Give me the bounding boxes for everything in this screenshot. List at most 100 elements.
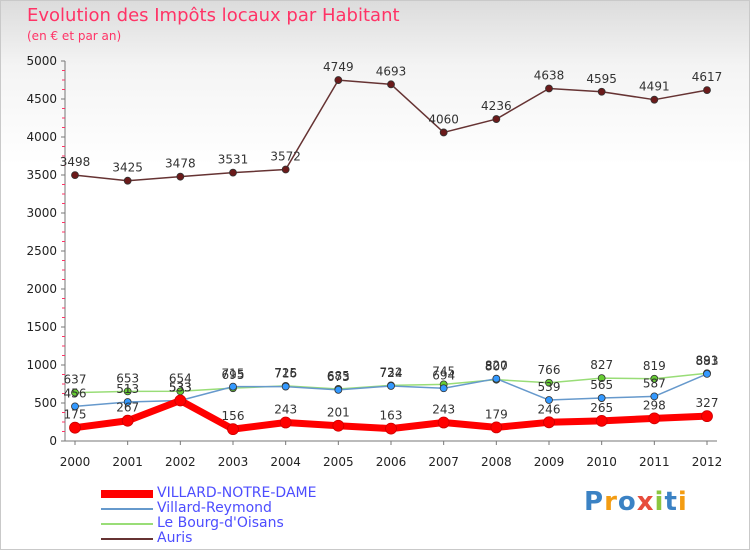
data-label: 673 xyxy=(327,370,350,384)
data-point xyxy=(703,86,711,95)
data-label: 807 xyxy=(485,360,508,374)
data-point xyxy=(123,398,132,406)
data-label: 587 xyxy=(643,376,666,390)
data-point xyxy=(703,369,711,378)
data-label: 539 xyxy=(538,380,561,394)
x-tick-label: 2003 xyxy=(218,455,249,469)
data-point xyxy=(123,387,132,396)
data-label: 175 xyxy=(64,408,87,422)
data-label: 156 xyxy=(222,409,245,423)
data-label: 4693 xyxy=(376,64,407,78)
x-tick-label: 2005 xyxy=(323,455,354,469)
data-label: 243 xyxy=(432,403,455,417)
data-point xyxy=(334,385,343,394)
data-point xyxy=(121,414,134,427)
data-point xyxy=(334,76,343,84)
data-point xyxy=(545,396,553,404)
data-point xyxy=(385,422,397,435)
data-point xyxy=(387,382,395,390)
y-tick-label: 5000 xyxy=(26,54,57,68)
data-label: 565 xyxy=(590,378,613,392)
data-point xyxy=(439,128,448,137)
logo-letter: i xyxy=(654,487,665,517)
y-tick-label: 500 xyxy=(34,396,57,410)
legend-swatch xyxy=(101,508,153,510)
data-label: 179 xyxy=(485,407,508,421)
data-label: 724 xyxy=(380,366,403,380)
logo-letter: x xyxy=(636,487,655,517)
x-tick-label: 2004 xyxy=(270,455,301,469)
data-point xyxy=(650,392,659,401)
legend-swatch xyxy=(101,523,153,525)
data-label: 3531 xyxy=(218,153,249,167)
data-label: 4638 xyxy=(534,69,565,83)
x-tick-label: 2006 xyxy=(376,455,407,469)
y-tick-label: 1500 xyxy=(26,320,57,334)
data-point xyxy=(543,416,555,429)
data-label: 4236 xyxy=(481,99,512,113)
data-label: 695 xyxy=(222,368,245,382)
chart-title: Evolution des Impôts locaux par Habitant xyxy=(27,5,400,26)
data-point xyxy=(597,394,606,402)
data-point xyxy=(71,388,79,397)
x-tick-label: 2007 xyxy=(428,455,459,469)
y-tick-label: 4000 xyxy=(26,130,57,144)
data-label: 827 xyxy=(590,358,613,372)
data-label: 327 xyxy=(696,396,719,410)
data-label: 725 xyxy=(274,366,297,380)
data-point xyxy=(437,416,450,429)
data-label: 654 xyxy=(169,371,192,385)
data-point xyxy=(387,80,395,89)
data-label: 716 xyxy=(274,367,297,381)
data-label: 163 xyxy=(380,409,403,423)
data-label: 4749 xyxy=(323,60,354,74)
legend-item: Le Bourg-d'Oisans xyxy=(101,515,421,532)
data-label: 819 xyxy=(643,359,666,373)
data-point xyxy=(595,414,608,427)
x-tick-label: 2008 xyxy=(481,455,512,469)
data-point xyxy=(71,402,79,411)
data-label: 456 xyxy=(64,386,87,400)
legend-swatch xyxy=(101,538,153,540)
data-point xyxy=(701,410,713,423)
legend-item: VILLARD-NOTRE-DAME xyxy=(101,485,421,502)
proxiti-logo: Proxiti xyxy=(584,487,688,517)
data-point xyxy=(229,168,237,177)
legend-item: Auris xyxy=(101,530,421,547)
y-tick-label: 3500 xyxy=(26,168,57,182)
data-point xyxy=(281,382,290,391)
data-label: 732 xyxy=(380,365,403,379)
data-point xyxy=(174,394,187,407)
data-label: 243 xyxy=(274,403,297,417)
x-tick-label: 2001 xyxy=(112,455,143,469)
data-label: 891 xyxy=(696,353,719,367)
data-point xyxy=(281,165,290,174)
logo-letter: o xyxy=(617,487,637,517)
data-point xyxy=(123,176,132,185)
data-label: 653 xyxy=(116,371,139,385)
chart-subtitle: (en € et par an) xyxy=(27,29,122,43)
data-label: 265 xyxy=(590,401,613,415)
data-point xyxy=(492,115,501,123)
data-label: 4595 xyxy=(586,72,617,86)
data-label: 3478 xyxy=(165,157,196,171)
data-label: 745 xyxy=(432,364,455,378)
legend-label: Villard-Reymond xyxy=(157,500,272,516)
x-tick-label: 2012 xyxy=(692,455,723,469)
data-label: 4060 xyxy=(428,112,459,126)
x-tick-label: 2002 xyxy=(165,455,196,469)
data-label: 685 xyxy=(327,369,350,383)
legend-swatch xyxy=(101,490,153,498)
data-label: 694 xyxy=(432,368,455,382)
data-point xyxy=(492,374,501,383)
data-label: 4491 xyxy=(639,80,670,94)
data-point xyxy=(229,382,237,391)
data-point xyxy=(69,421,81,434)
x-tick-label: 2009 xyxy=(534,455,565,469)
y-tick-label: 0 xyxy=(49,434,57,448)
legend-label: Auris xyxy=(157,530,193,546)
data-label: 513 xyxy=(116,382,139,396)
data-label: 3425 xyxy=(112,161,143,175)
data-label: 246 xyxy=(538,402,561,416)
